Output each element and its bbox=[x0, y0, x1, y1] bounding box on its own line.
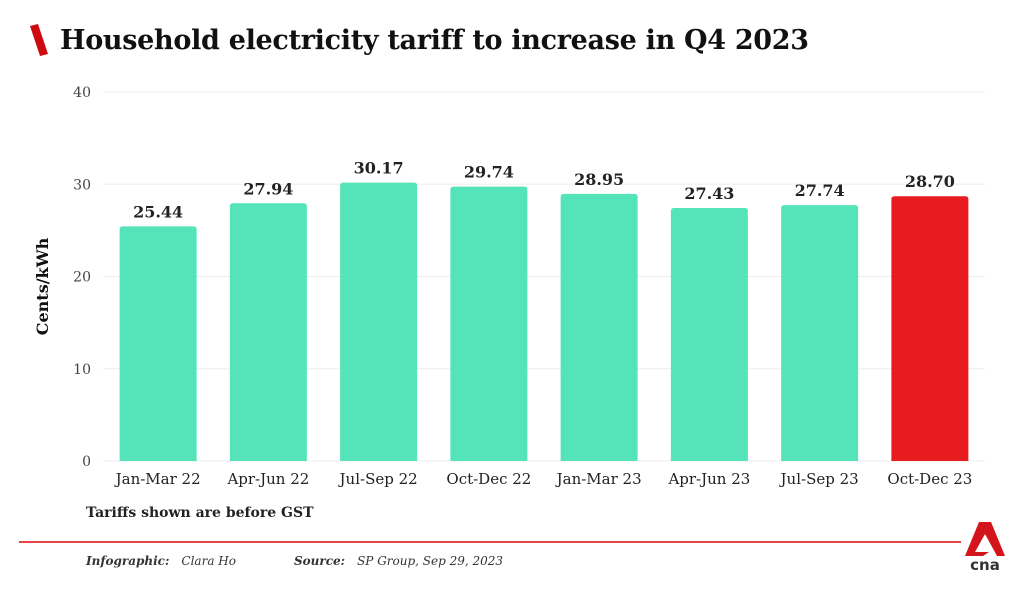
cna-logo-icon: cna bbox=[965, 522, 1005, 572]
data-label: 28.70 bbox=[905, 172, 955, 191]
source-label: Source: bbox=[293, 554, 346, 568]
bar bbox=[670, 207, 748, 461]
bar bbox=[450, 186, 528, 461]
y-tick-label: 40 bbox=[73, 85, 91, 101]
chart-title: Household electricity tariff to increase… bbox=[60, 24, 809, 56]
x-tick-label: Jul-Sep 23 bbox=[779, 470, 859, 488]
footer-divider bbox=[19, 541, 961, 543]
y-tick-label: 30 bbox=[73, 177, 91, 193]
data-label: 27.94 bbox=[243, 179, 293, 198]
bar bbox=[340, 182, 418, 461]
data-label: 30.17 bbox=[354, 159, 404, 178]
y-tick-label: 10 bbox=[73, 362, 91, 378]
bar bbox=[781, 205, 859, 461]
header: Household electricity tariff to increase… bbox=[30, 24, 809, 56]
data-label: 29.74 bbox=[464, 163, 514, 182]
data-label: 25.44 bbox=[133, 202, 183, 221]
svg-text:cna: cna bbox=[970, 556, 1000, 572]
bar bbox=[560, 193, 638, 461]
footnote: Tariffs shown are before GST bbox=[86, 505, 314, 521]
y-axis-label: Cents/kWh bbox=[33, 237, 52, 335]
bar bbox=[119, 226, 197, 461]
x-tick-label: Apr-Jun 23 bbox=[667, 470, 750, 488]
infographic-author: Clara Ho bbox=[181, 554, 236, 568]
x-tick-label: Jan-Mar 22 bbox=[114, 470, 201, 488]
bar bbox=[229, 203, 307, 462]
data-label: 27.43 bbox=[684, 184, 734, 203]
title-accent-icon bbox=[30, 24, 48, 56]
data-label: 28.95 bbox=[574, 170, 624, 189]
source-value: SP Group, Sep 29, 2023 bbox=[357, 554, 504, 568]
x-tick-label: Apr-Jun 22 bbox=[226, 470, 309, 488]
infographic-label: Infographic: bbox=[86, 554, 170, 568]
x-tick-label: Jan-Mar 23 bbox=[555, 470, 642, 488]
x-tick-label: Jul-Sep 22 bbox=[338, 470, 418, 488]
y-tick-label: 0 bbox=[82, 454, 91, 470]
x-tick-label: Oct-Dec 23 bbox=[887, 470, 972, 488]
credits: Infographic: Clara Ho Source: SP Group, … bbox=[86, 554, 561, 568]
data-label: 27.74 bbox=[795, 181, 845, 200]
x-tick-label: Oct-Dec 22 bbox=[446, 470, 531, 488]
y-tick-label: 20 bbox=[73, 270, 91, 286]
bar bbox=[891, 196, 969, 461]
